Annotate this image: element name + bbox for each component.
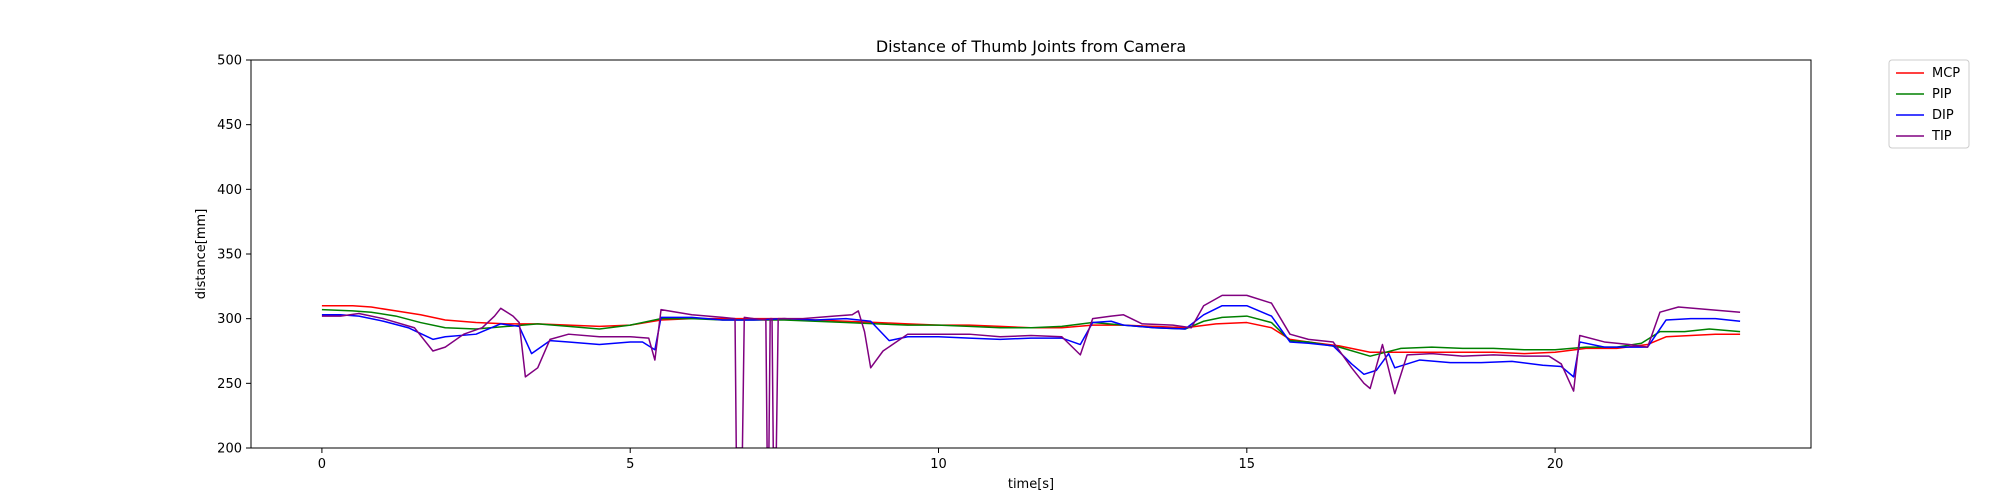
legend-label-tip: TIP [1931,129,1952,144]
chart-title: Distance of Thumb Joints from Camera [876,37,1186,56]
y-tick-label: 500 [217,54,242,69]
series-line-pip [321,308,1741,357]
legend-box [1888,59,1970,149]
x-tick-label: 15 [1239,457,1256,472]
y-axis-ticks: 200 250 300 350 400 450 500 [217,54,251,457]
x-axis-label: time[s] [1008,477,1054,492]
series-line-tip [321,294,1741,448]
legend-label-pip: PIP [1932,87,1952,102]
legend: MCP PIP DIP TIP [1888,59,1970,149]
y-axis-label: distance[mm] [194,209,209,300]
series-line-dip [321,304,1741,378]
x-tick-label: 5 [626,457,634,472]
legend-label-dip: DIP [1932,108,1954,123]
x-axis-ticks: 0 5 10 15 20 [318,448,1564,472]
y-tick-label: 300 [217,312,242,327]
x-tick-label: 0 [318,457,326,472]
y-tick-label: 200 [217,442,242,457]
y-tick-label: 250 [217,377,242,392]
y-tick-label: 400 [217,183,242,198]
x-tick-label: 20 [1547,457,1564,472]
y-tick-label: 350 [217,248,242,263]
y-tick-label: 450 [217,118,242,133]
x-tick-label: 10 [930,457,947,472]
legend-label-mcp: MCP [1932,66,1960,81]
series-layer [321,294,1741,448]
